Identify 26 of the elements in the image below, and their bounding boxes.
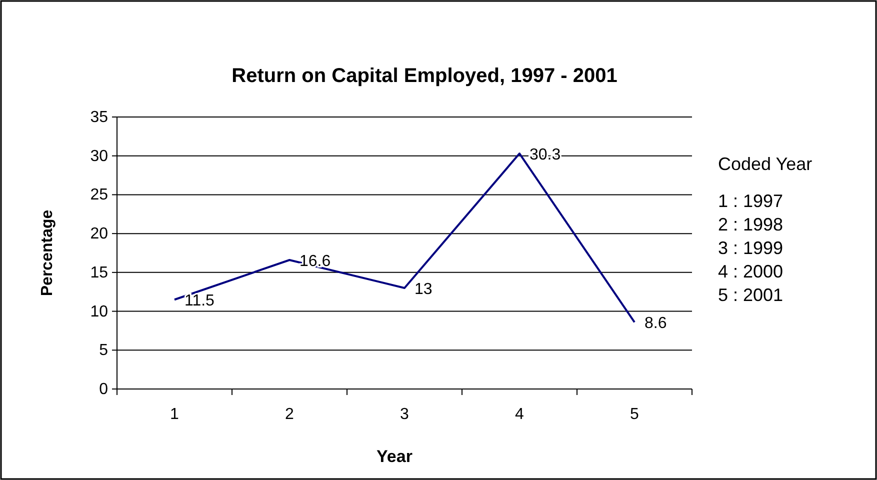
x-tick-label: 3: [400, 406, 410, 423]
y-tick-label: 20: [90, 226, 108, 243]
chart-title: Return on Capital Employed, 1997 - 2001: [232, 65, 618, 87]
text: Coded Year: [718, 154, 812, 174]
data-label: 13: [414, 280, 432, 298]
y-tick-label: 5: [99, 342, 108, 360]
y-axis-title: Percentage: [39, 210, 56, 296]
text: 5 : 2001: [718, 285, 784, 305]
y-tick-label: 0: [99, 381, 108, 398]
text: 1 : 1997: [718, 191, 784, 211]
y-tick-label: 15: [90, 264, 108, 282]
data-label: 8.6: [644, 315, 667, 332]
x-tick-label: 4: [515, 406, 524, 423]
text: 2 : 1998: [718, 214, 784, 234]
text: 3 : 1999: [718, 238, 784, 258]
data-label: 11.5: [184, 292, 215, 310]
y-tick-label: 10: [90, 303, 108, 320]
x-tick-label: 2: [285, 406, 294, 423]
x-tick-label: 5: [630, 406, 640, 423]
data-label: 16.6: [300, 252, 331, 270]
x-axis-title: Year: [376, 447, 413, 466]
text: 4 : 2000: [718, 262, 784, 282]
x-tick-label: 1: [170, 406, 180, 423]
y-tick-label: 25: [90, 186, 108, 204]
y-tick-label: 30: [90, 148, 108, 165]
y-tick-label: 35: [90, 109, 108, 126]
